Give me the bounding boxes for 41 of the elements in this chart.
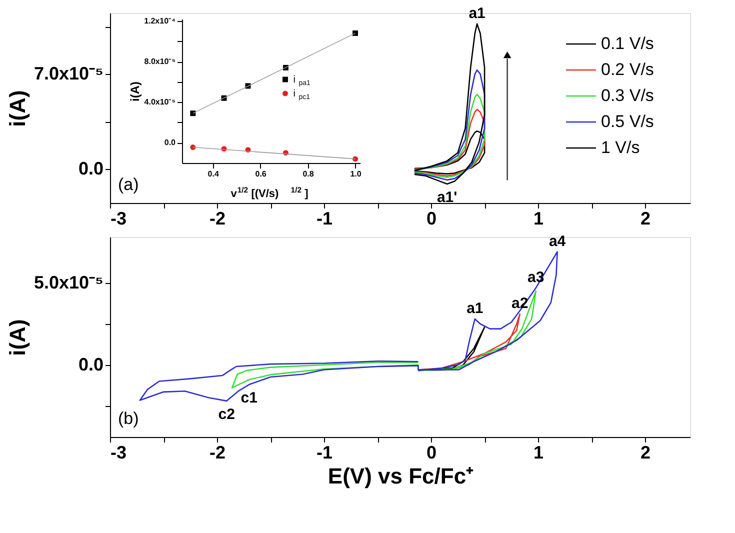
x-tick-label: -2 <box>210 442 226 462</box>
x-tick-label: 2 <box>640 442 651 462</box>
y-tick-label: 7.0x10⁻⁵ <box>34 64 104 84</box>
annotation: a1 <box>466 300 484 317</box>
annotation: c1 <box>240 390 258 407</box>
x-tick-label: -3 <box>110 208 127 228</box>
y-axis-title: i(A) <box>128 82 142 102</box>
x-axis-title: E(V) vs Fc/Fc⁺ <box>328 464 474 488</box>
y-tick-label: 4.0x10⁻⁵ <box>144 98 176 107</box>
x-tick-label: 0 <box>426 442 437 462</box>
x-tick-label: -1 <box>316 442 333 462</box>
x-tick-label: 0 <box>426 208 437 228</box>
legend-label: 0.2 V/s <box>601 60 654 79</box>
annotation: (b) <box>118 409 139 428</box>
annotation: a1 <box>468 4 486 22</box>
legend-label: 0.1 V/s <box>601 34 654 53</box>
x-tick-label: 0.8 <box>302 170 314 178</box>
y-tick-label: 0.0 <box>78 158 104 179</box>
y-axis-title: i(A) <box>4 319 30 356</box>
y-axis-title: i(A) <box>4 90 30 127</box>
x-tick-label: -1 <box>316 208 333 228</box>
x-tick-label: 1 <box>534 208 544 228</box>
annotation: a1' <box>436 189 458 206</box>
x-tick-label: -2 <box>210 208 226 228</box>
y-tick-label: 1.2x10⁻⁴ <box>144 16 176 26</box>
legend-label: 0.3 V/s <box>601 86 654 105</box>
x-tick-label: -3 <box>110 442 127 462</box>
x-tick-label: 1.0 <box>350 170 362 178</box>
y-tick-label: 8.0x10⁻⁵ <box>144 57 176 66</box>
legend-label: 1 V/s <box>601 138 640 157</box>
y-tick-label: 0.0 <box>164 138 176 148</box>
x-tick-label: 0.6 <box>255 170 267 178</box>
annotation: (a) <box>118 175 139 194</box>
annotation: c2 <box>218 406 235 423</box>
y-tick-label: 0.0 <box>78 354 104 374</box>
legend-label: 0.5 V/s <box>601 112 654 131</box>
x-tick-label: 2 <box>640 208 651 228</box>
annotation: a4 <box>548 232 566 250</box>
x-tick-label: 0.4 <box>208 170 220 178</box>
x-tick-label: 1 <box>534 442 544 462</box>
y-tick-label: 5.0x10⁻⁵ <box>34 272 104 292</box>
